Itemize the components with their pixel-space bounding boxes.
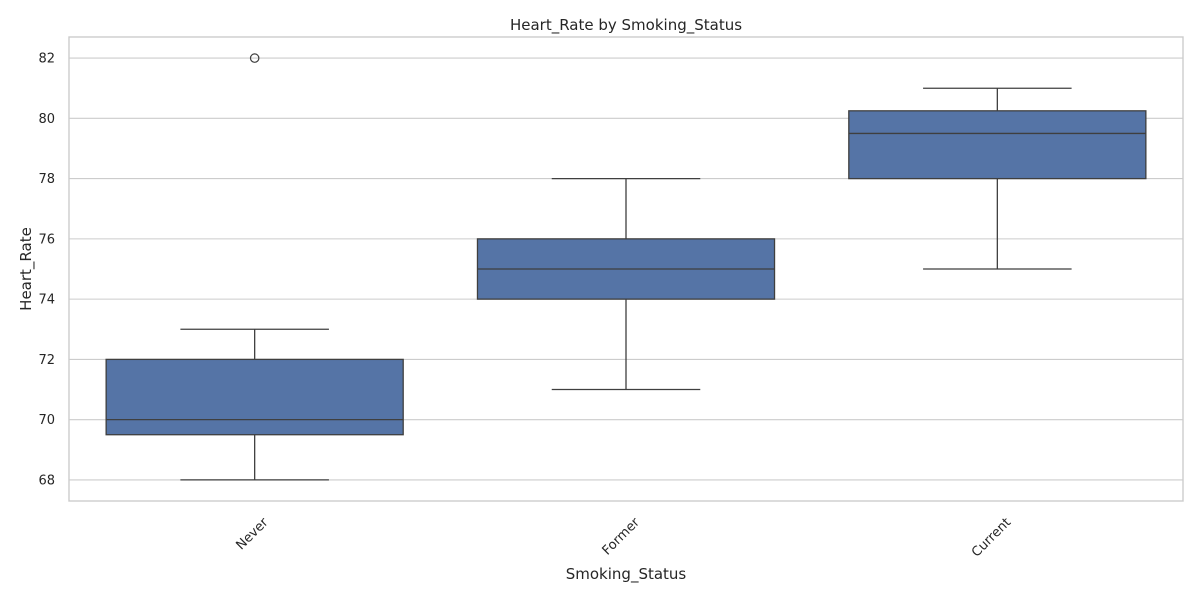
box-group-former: [476, 177, 776, 391]
y-tick-label: 78: [38, 172, 55, 187]
y-tick-label: 82: [38, 52, 55, 67]
x-axis-label: Smoking_Status: [566, 565, 687, 584]
x-tick-label: Never: [233, 515, 271, 553]
chart-title: Heart_Rate by Smoking_Status: [510, 16, 742, 35]
y-tick-label: 80: [38, 112, 55, 127]
box-iqr: [848, 110, 1147, 180]
y-tick-label: 74: [38, 293, 55, 308]
outlier-point: [249, 53, 260, 63]
box-group-current: [848, 87, 1147, 270]
x-tick-label: Former: [600, 515, 644, 559]
y-tick-label: 76: [38, 232, 55, 247]
box-group-never: [105, 53, 404, 481]
x-tick-label: Current: [969, 515, 1014, 560]
y-tick-labels: 68 70 72 74 76 78 80 82: [38, 52, 55, 489]
plot-frame: [68, 36, 1184, 502]
box-iqr: [105, 358, 404, 436]
y-tick-label: 70: [38, 413, 55, 428]
y-tick-label: 68: [38, 473, 55, 488]
y-axis-label: Heart_Rate: [17, 227, 36, 311]
x-tick-labels: Never Former Current: [233, 515, 1014, 561]
y-tick-label: 72: [38, 353, 55, 368]
box-layer: [105, 53, 1147, 481]
